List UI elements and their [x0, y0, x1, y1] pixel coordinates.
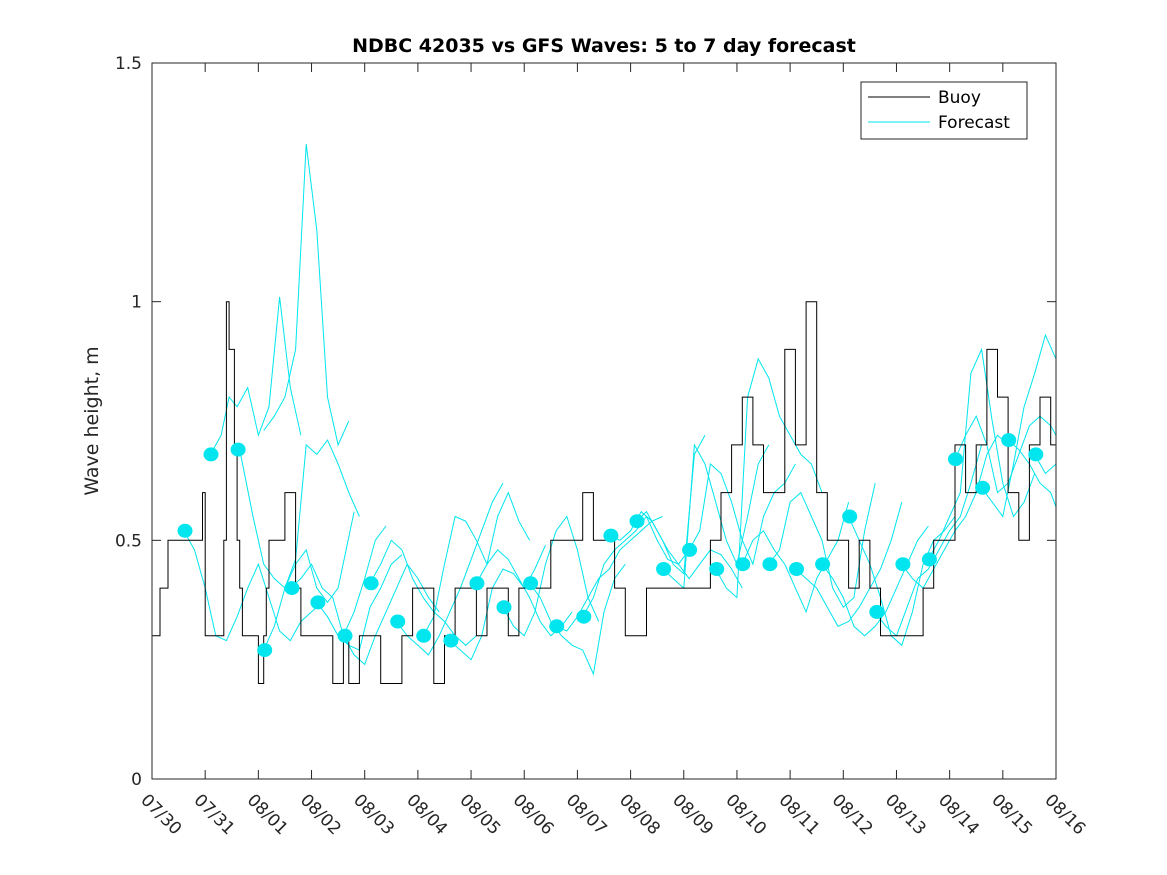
- forecast-initial-point: [682, 542, 698, 557]
- forecast-run-line: [263, 439, 360, 651]
- forecast-run-line: [422, 491, 531, 637]
- y-tick-label: 1: [131, 293, 142, 313]
- forecast-initial-point: [203, 447, 219, 462]
- y-tick-label: 0: [131, 770, 142, 790]
- forecast-initial-point: [310, 595, 326, 610]
- forecast-run-line: [1007, 439, 1057, 508]
- legend-label-forecast: Forecast: [938, 113, 1010, 133]
- legend: Buoy Forecast: [860, 81, 1028, 140]
- forecast-run-line: [289, 525, 387, 638]
- chart-title: NDBC 42035 vs GFS Waves: 5 to 7 day fore…: [352, 35, 856, 57]
- forecast-run-line: [662, 443, 770, 590]
- forecast-initial-point: [975, 480, 991, 495]
- forecast-run-line: [715, 357, 823, 599]
- y-tick-label: 1.5: [115, 54, 142, 74]
- legend-box: [860, 81, 1028, 140]
- forecast-run-line: [741, 501, 850, 614]
- forecast-run-line: [768, 482, 876, 608]
- axes-box: [151, 62, 1057, 780]
- forecast-run-line: [981, 333, 1057, 518]
- forecast-initial-point: [656, 562, 672, 576]
- forecast-run-line: [635, 510, 743, 589]
- forecast-initial-point: [576, 609, 592, 624]
- forecast-initial-point: [230, 442, 246, 457]
- forecast-initial-point: [416, 628, 432, 643]
- forecast-run-line: [210, 296, 302, 455]
- forecast-run-line: [795, 501, 903, 627]
- forecast-initial-point: [496, 600, 512, 615]
- forecast-run-line: [263, 144, 350, 447]
- forecast-initial-point: [762, 557, 778, 572]
- forecast-run-line: [186, 535, 323, 642]
- legend-label-buoy: Buoy: [938, 88, 981, 108]
- forecast-initial-point: [469, 576, 485, 591]
- forecast-initial-point: [549, 619, 565, 634]
- forecast-initial-point: [735, 557, 751, 572]
- forecast-run-line: [821, 525, 929, 637]
- forecast-initial-point: [1028, 447, 1044, 462]
- forecast-initial-point: [363, 576, 379, 591]
- forecast-initial-point: [177, 523, 193, 538]
- forecast-run-line: [848, 516, 956, 647]
- plot-area: 07/30 07/31 08/01 08/02 08/03 08/04 08/05 08/06…: [115, 54, 1089, 839]
- forecast-initial-point: [257, 643, 273, 658]
- forecast-run-line: [688, 463, 796, 566]
- series-layer: [152, 144, 1057, 684]
- forecast-initial-point: [1001, 433, 1017, 448]
- forecast-initial-point: [709, 562, 725, 576]
- forecast-initial-point: [921, 552, 937, 567]
- y-tick-label: 0.5: [115, 531, 142, 551]
- forecast-initial-point: [895, 557, 911, 572]
- forecast-initial-point: [390, 614, 406, 629]
- forecast-run-line: [529, 563, 626, 676]
- forecast-initial-point: [869, 604, 885, 619]
- forecast-initial-point: [443, 633, 459, 648]
- forecast-run-line: [927, 347, 1036, 560]
- y-axis: 0 0.5 1 1.5: [115, 54, 1056, 790]
- forecast-initial-point: [948, 452, 963, 467]
- forecast-run-line: [396, 482, 504, 656]
- forecast-run-line: [369, 539, 477, 646]
- forecast-initial-point: [789, 562, 804, 576]
- forecast-initial-point: [523, 576, 539, 591]
- forecast-initial-point: [337, 628, 353, 643]
- forecast-run-line: [555, 516, 663, 632]
- forecast-initial-point: [815, 557, 831, 572]
- forecast-initial-point: [284, 581, 300, 596]
- buoy-line: [152, 301, 1056, 684]
- forecast-initial-point: [842, 509, 858, 524]
- y-axis-label: Wave height, m: [81, 346, 103, 495]
- forecast-initial-point: [603, 528, 619, 543]
- axes-background: [152, 63, 1056, 779]
- forecast-initial-point: [629, 514, 645, 529]
- forecast-run-line: [874, 444, 983, 637]
